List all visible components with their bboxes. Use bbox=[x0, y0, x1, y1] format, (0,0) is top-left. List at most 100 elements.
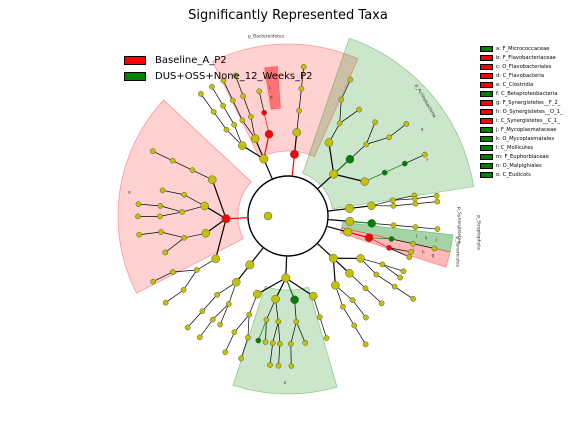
taxon-node bbox=[336, 120, 343, 127]
taxon-node bbox=[288, 363, 295, 369]
group-swatch bbox=[124, 71, 146, 81]
taxon-node bbox=[388, 236, 395, 242]
tree-edge bbox=[391, 238, 414, 245]
tree-edge bbox=[366, 137, 390, 145]
taxon-node bbox=[290, 149, 299, 159]
taxon-node bbox=[331, 281, 340, 290]
taxon-key: f bbox=[426, 157, 428, 162]
tree-edge bbox=[256, 277, 287, 295]
tree-edge bbox=[414, 195, 437, 200]
taxon-key: c bbox=[269, 85, 271, 90]
taxon-node bbox=[434, 226, 441, 232]
tree-edge bbox=[183, 269, 198, 291]
tree-edge bbox=[277, 321, 281, 344]
taxon-node bbox=[209, 83, 215, 90]
tree-edge bbox=[393, 224, 416, 228]
taxon-node bbox=[245, 260, 255, 270]
taxon-node bbox=[412, 224, 419, 231]
group-legend-item: Baseline_A_P2 bbox=[124, 52, 313, 68]
taxon-node bbox=[255, 337, 262, 344]
taxon-key: a bbox=[421, 126, 424, 131]
tree-edge bbox=[247, 314, 250, 338]
tree-edge bbox=[384, 163, 405, 173]
taxon-node bbox=[367, 219, 376, 228]
taxa-legend-label: a: F_Micrococcaceae bbox=[496, 45, 550, 52]
taxon-node bbox=[292, 128, 302, 137]
taxon-key: j bbox=[435, 237, 437, 242]
taxa-swatch bbox=[480, 72, 493, 79]
taxa-legend-item: n: O_Malpighiales bbox=[480, 162, 563, 171]
taxon-node bbox=[386, 134, 392, 141]
taxon-node bbox=[324, 138, 334, 147]
taxa-legend-item: h: O_Synergistetes__O_1_ bbox=[480, 107, 563, 116]
taxa-legend-label: g: F_Synergistetes__F_2_ bbox=[496, 99, 561, 106]
tree-edge bbox=[172, 269, 197, 273]
tree-edge bbox=[388, 247, 410, 258]
tree-edge bbox=[389, 247, 411, 253]
taxon-node bbox=[362, 341, 369, 348]
taxon-node bbox=[363, 141, 370, 148]
taxon-node bbox=[201, 229, 211, 238]
taxon-node bbox=[275, 318, 282, 325]
taxa-legend-item: b: F_Flavobacteriaceae bbox=[480, 53, 563, 62]
taxon-node bbox=[262, 339, 269, 345]
taxon-node bbox=[231, 329, 238, 336]
taxa-swatch bbox=[480, 126, 493, 133]
clade-label: o bbox=[284, 381, 287, 386]
tree-edge bbox=[258, 91, 265, 113]
taxa-swatch bbox=[480, 145, 493, 152]
taxa-legend-item: k: O_Mycoplasmatales bbox=[480, 134, 563, 143]
tree-edge bbox=[388, 123, 407, 138]
taxon-node bbox=[169, 157, 176, 164]
tree-edge bbox=[152, 271, 174, 282]
taxon-node bbox=[401, 160, 408, 167]
tree-edge bbox=[333, 173, 365, 183]
taxon-node bbox=[263, 316, 270, 323]
taxon-node bbox=[208, 175, 217, 184]
tree-edge bbox=[319, 316, 327, 339]
taxon-node bbox=[349, 297, 356, 303]
tree-edge bbox=[215, 218, 227, 259]
taxa-legend-item: m: F_Euphorbiaceae bbox=[480, 153, 563, 162]
tree-edge bbox=[138, 203, 161, 207]
taxon-node bbox=[431, 245, 438, 252]
taxon-node bbox=[275, 362, 282, 369]
clade-label: p_Synergistetes bbox=[456, 207, 462, 244]
taxon-node bbox=[189, 167, 196, 174]
taxon-node bbox=[277, 340, 283, 347]
taxon-node bbox=[298, 85, 305, 92]
tree-edge bbox=[415, 226, 438, 230]
taxon-node bbox=[250, 134, 260, 143]
chart-title: Significantly Represented Taxa bbox=[188, 8, 388, 23]
taxon-node bbox=[406, 254, 413, 260]
taxon-node bbox=[293, 318, 300, 325]
taxon-node bbox=[238, 355, 244, 362]
taxa-legend-item: a: F_Micrococcaceae bbox=[480, 44, 563, 53]
taxon-node bbox=[379, 261, 386, 268]
tree-edge bbox=[165, 237, 185, 253]
taxon-node bbox=[162, 299, 169, 306]
taxon-node bbox=[157, 203, 164, 209]
taxon-node bbox=[184, 324, 191, 331]
group-swatch bbox=[124, 55, 146, 65]
taxon-node bbox=[196, 334, 203, 341]
tree-edge bbox=[213, 111, 227, 130]
taxon-node bbox=[351, 322, 358, 329]
tree-edge bbox=[234, 314, 250, 333]
clade-label: e bbox=[128, 191, 131, 196]
taxon-node bbox=[135, 213, 141, 220]
tree-edge bbox=[285, 277, 314, 297]
clade-highlight-o bbox=[232, 285, 338, 395]
tree-edge bbox=[382, 264, 401, 278]
taxon-node bbox=[240, 93, 247, 99]
tree-edge bbox=[269, 343, 274, 365]
taxon-node bbox=[345, 216, 355, 226]
group-legend-item: DUS+OSS+None_12_Weeks_P2 bbox=[124, 68, 313, 84]
taxon-node bbox=[248, 113, 254, 120]
taxa-legend-label: h: O_Synergistetes__O_1_ bbox=[496, 108, 563, 115]
taxa-swatch bbox=[480, 154, 493, 161]
tree-edge bbox=[219, 303, 230, 325]
taxon-node bbox=[136, 231, 143, 238]
taxon-node bbox=[135, 201, 142, 207]
taxon-node bbox=[267, 362, 273, 368]
